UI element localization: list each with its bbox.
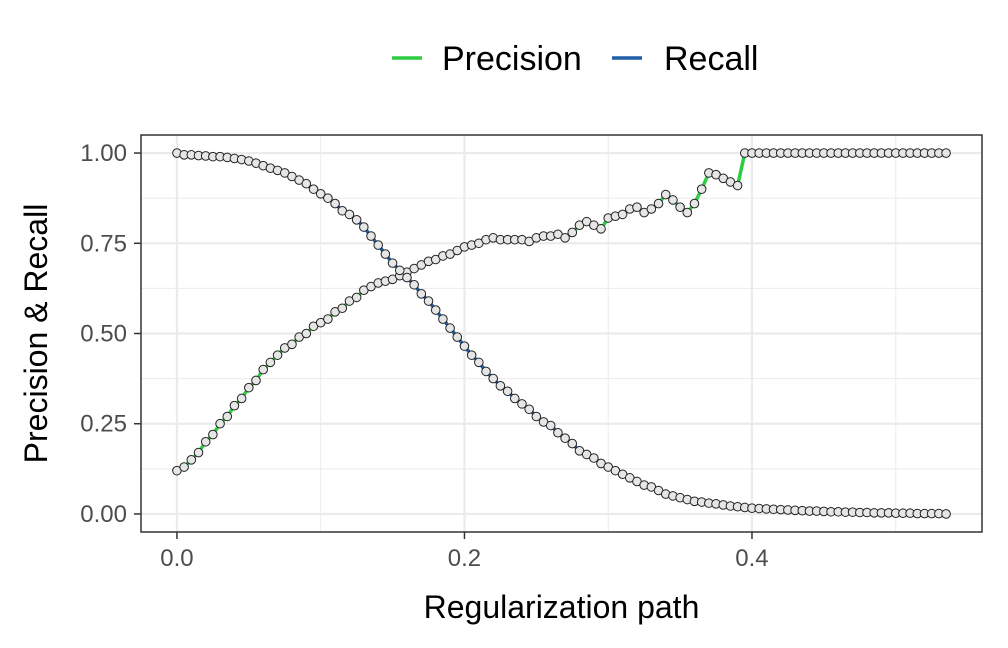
precision-point [682,207,693,218]
precision-point [732,180,743,191]
precision-point [193,447,204,458]
recall-point [466,350,477,360]
recall-point [423,296,434,306]
y-tick-label: 0.00 [80,501,127,528]
y-tick-label: 1.00 [80,140,127,167]
recall-point [531,411,542,422]
precision-point [287,339,297,350]
precision-point [229,400,240,411]
precision-point [208,429,218,440]
precision-point [258,364,269,375]
recall-point [459,341,470,351]
recall-point [359,222,369,232]
precision-point [179,462,189,472]
precision-point [301,328,312,339]
recall-point [373,240,384,250]
y-tick-label: 0.50 [80,321,127,348]
recall-point [351,215,362,225]
legend-label-precision: Precision [442,40,582,78]
legend: Precision Recall [392,40,758,78]
recall-point [402,272,412,283]
recall-point [416,289,427,299]
precision-point [689,198,700,209]
recall-point [553,427,563,438]
recall-point [474,357,484,368]
legend-label-recall: Recall [664,40,758,78]
recall-point [430,305,441,315]
precision-point [696,184,707,194]
precision-point [646,204,657,214]
precision-point [596,224,606,234]
y-axis-title: Precision & Recall [18,204,54,464]
recall-point [452,332,463,342]
precision-point [941,148,951,158]
grid-major [141,135,982,532]
precision-point [668,195,678,205]
recall-point [323,193,333,203]
recall-point [445,323,455,333]
precision-point [323,314,333,324]
precision-point [200,436,211,447]
recall-point [481,366,491,377]
recall-point [545,420,556,431]
precision-point [265,357,276,368]
recall-point [567,438,578,449]
precision-point [272,350,283,360]
y-axis: 0.00 0.25 0.50 0.75 1.00 [80,140,141,528]
recall-point [589,453,599,463]
recall-point [509,393,520,404]
recall-point [394,265,405,276]
precision-point [222,411,233,422]
precision-point [351,292,362,303]
recall-point [438,314,448,324]
y-tick-label: 0.25 [80,411,127,438]
precision-point [617,209,628,220]
x-tick-label: 0.0 [160,545,193,572]
precision-point [653,198,664,209]
x-axis-title: Regularization path [424,589,700,625]
recall-point [315,189,326,199]
precision-point [660,189,671,200]
recall-point [308,184,319,194]
recall-point [330,198,340,209]
recall-point [502,386,513,397]
y-tick-label: 0.75 [80,230,127,257]
recall-point [387,258,398,268]
series-points [172,148,951,519]
recall-point [488,373,499,384]
x-tick-label: 0.2 [448,545,481,572]
precision-point [251,375,261,386]
precision-point [236,393,247,404]
recall-point [495,381,506,391]
precision-point [675,202,685,212]
recall-point [366,231,376,241]
recall-point [301,178,312,189]
precision-point [215,418,225,429]
precision-point [186,455,197,465]
precision-point [244,382,254,393]
recall-point [941,509,951,519]
x-axis: 0.0 0.2 0.4 [160,532,769,572]
precision-point [567,227,578,238]
plot-area [140,134,983,533]
recall-point [344,209,355,220]
precision-point [337,303,348,314]
precision-point [632,202,642,212]
recall-point [517,399,527,409]
precision-point [560,233,570,243]
recall-point [380,249,391,259]
recall-point [560,433,570,443]
recall-point [409,279,419,290]
x-tick-label: 0.4 [735,545,768,572]
recall-point [524,404,534,415]
